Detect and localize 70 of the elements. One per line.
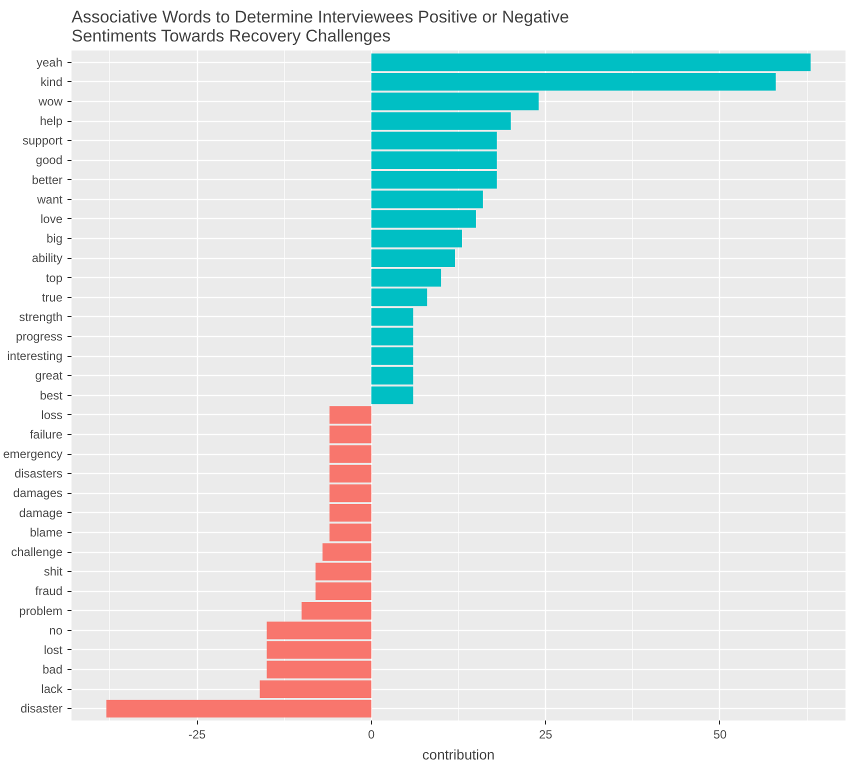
y-tick-label: blame [30, 525, 63, 540]
y-tick-label: strength [19, 310, 62, 324]
y-tick-label: problem [19, 604, 63, 618]
bar [322, 543, 372, 561]
bar [302, 602, 372, 620]
x-axis-title: contribution [422, 746, 495, 762]
bar [371, 73, 776, 91]
y-tick-label: damage [19, 506, 63, 520]
y-tick-label: best [40, 388, 64, 402]
y-tick-label: progress [16, 330, 62, 344]
y-tick-label: better [32, 172, 63, 187]
bar [371, 132, 497, 150]
bar [330, 524, 372, 542]
y-tick-label: true [42, 290, 63, 304]
y-tick-label: interesting [7, 349, 63, 364]
bar [330, 445, 372, 463]
y-tick-label: fraud [35, 584, 63, 598]
bar [330, 406, 372, 424]
y-tick-label: disaster [20, 702, 63, 716]
bar [316, 562, 372, 580]
x-tick-label: 0 [368, 728, 375, 742]
bar [260, 680, 372, 698]
y-tick-label: want [36, 192, 64, 206]
y-tick-label: disasters [14, 466, 63, 481]
y-tick-label: challenge [11, 545, 63, 560]
bar [371, 230, 462, 248]
bar [371, 249, 456, 267]
bar [371, 386, 414, 404]
bar [371, 53, 811, 72]
bar [371, 308, 414, 326]
y-tick-label: failure [30, 427, 63, 442]
bar [371, 347, 414, 365]
bar [330, 464, 372, 482]
y-tick-label: love [40, 212, 63, 226]
bar [371, 151, 497, 170]
y-tick-label: great [35, 368, 64, 383]
y-tick-label: kind [40, 74, 62, 89]
x-tick-label: 25 [538, 728, 553, 742]
y-tick-label: bad [42, 662, 63, 677]
bar [266, 622, 372, 640]
y-tick-label: lack [41, 682, 64, 696]
bar [316, 582, 372, 600]
bar [371, 268, 442, 287]
y-tick-label: damages [13, 486, 63, 500]
x-tick-label: 50 [713, 728, 727, 742]
y-tick-label: help [40, 114, 63, 128]
y-tick-label: loss [41, 408, 63, 422]
bar [371, 210, 476, 228]
y-tick-label: top [46, 270, 63, 285]
y-tick-label: emergency [3, 447, 63, 462]
chart-title: Associative Words to Determine Interviewees Positive or Negative Sentiments Towards Recovery Challenges [72, 8, 570, 46]
y-tick-label: shit [44, 564, 64, 579]
y-tick-label: ability [32, 251, 63, 266]
bar [371, 190, 483, 208]
y-tick-label: no [49, 623, 63, 638]
bar [330, 504, 372, 522]
y-tick-label: wow [37, 94, 63, 108]
x-tick-label: -25 [188, 728, 206, 742]
bar [371, 170, 497, 189]
bar [371, 366, 414, 385]
y-tick-label: good [36, 153, 63, 168]
y-tick-label: yeah [36, 55, 63, 70]
y-tick-label: support [22, 134, 64, 148]
bar [330, 484, 372, 502]
y-tick-label: big [46, 232, 62, 246]
bar [371, 288, 428, 306]
bar [330, 426, 372, 444]
bar [106, 700, 372, 718]
y-tick-label: lost [44, 642, 64, 657]
bar [371, 328, 414, 346]
